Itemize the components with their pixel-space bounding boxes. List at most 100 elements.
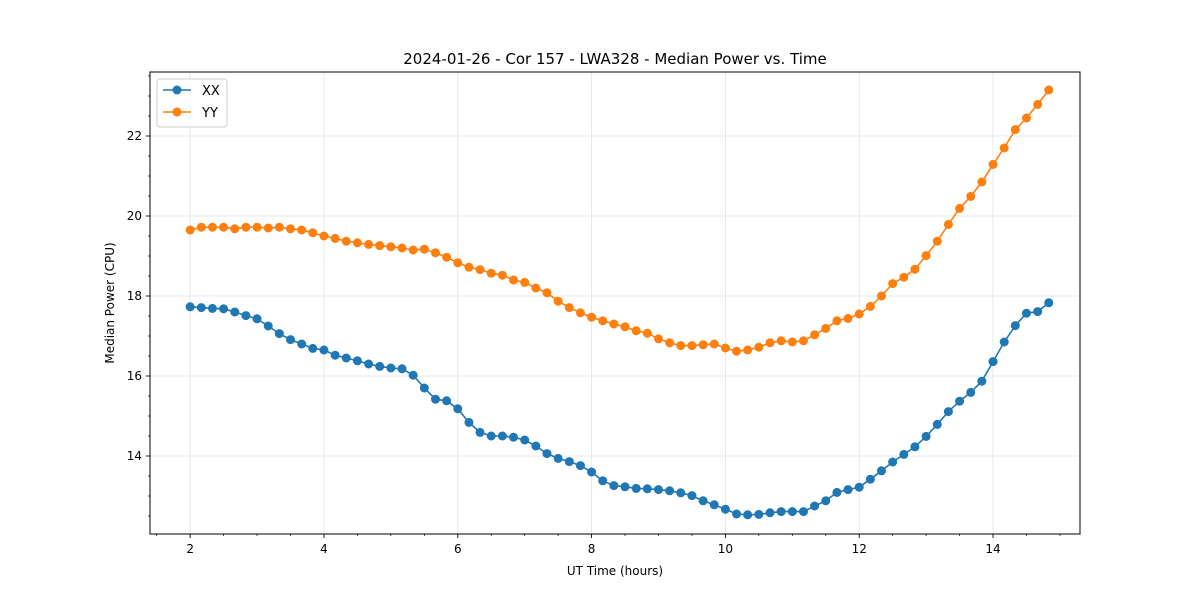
data-point-yy — [542, 288, 552, 298]
x-tick-label: 4 — [320, 542, 328, 556]
data-point-yy — [520, 277, 530, 287]
data-point-yy — [442, 252, 452, 262]
data-point-yy — [676, 341, 686, 351]
data-point-xx — [520, 435, 530, 445]
data-point-yy — [341, 236, 351, 246]
data-point-xx — [977, 376, 987, 386]
data-point-xx — [185, 302, 195, 312]
data-point-xx — [854, 482, 864, 492]
data-point-yy — [386, 242, 396, 252]
data-point-xx — [364, 359, 374, 369]
data-point-xx — [843, 485, 853, 495]
data-point-xx — [642, 484, 652, 494]
legend-marker-xx — [172, 85, 182, 95]
data-point-yy — [531, 283, 541, 293]
data-point-xx — [352, 356, 362, 366]
data-point-yy — [464, 262, 474, 272]
data-point-xx — [464, 417, 474, 427]
data-point-xx — [910, 442, 920, 452]
data-point-yy — [787, 337, 797, 347]
data-point-xx — [810, 501, 820, 511]
data-point-xx — [665, 486, 675, 496]
data-point-yy — [910, 264, 920, 274]
data-point-yy — [921, 251, 931, 261]
data-point-yy — [308, 228, 318, 238]
data-point-yy — [553, 296, 563, 306]
data-point-yy — [776, 336, 786, 346]
grid — [150, 72, 1080, 534]
y-tick-label: 18 — [127, 289, 142, 303]
data-point-xx — [676, 488, 686, 498]
y-tick-label: 22 — [127, 129, 142, 143]
data-point-yy — [810, 330, 820, 340]
data-point-yy — [631, 326, 641, 336]
data-point-yy — [854, 309, 864, 319]
data-point-yy — [798, 336, 808, 346]
data-point-yy — [698, 340, 708, 350]
data-point-yy — [330, 233, 340, 243]
data-point-yy — [977, 177, 987, 187]
data-point-xx — [453, 404, 463, 414]
data-point-xx — [999, 337, 1009, 347]
data-point-xx — [932, 419, 942, 429]
data-point-xx — [821, 496, 831, 506]
axis-ticks: 2 4 6 8 10 12 14 14 16 18 20 22 — [127, 75, 1061, 556]
data-point-yy — [352, 238, 362, 248]
data-point-yy — [274, 222, 284, 232]
data-point-xx — [598, 476, 608, 486]
data-point-yy — [899, 272, 909, 282]
data-point-yy — [743, 345, 753, 355]
data-point-xx — [832, 487, 842, 497]
data-point-yy — [732, 346, 742, 356]
x-tick-label: 2 — [186, 542, 194, 556]
data-point-xx — [620, 482, 630, 492]
data-point-xx — [330, 350, 340, 360]
data-point-xx — [230, 307, 240, 317]
x-tick-label: 6 — [454, 542, 462, 556]
data-point-yy — [720, 343, 730, 353]
data-point-xx — [955, 396, 965, 406]
data-point-yy — [999, 143, 1009, 153]
data-point-xx — [553, 453, 563, 463]
data-point-xx — [787, 507, 797, 517]
data-point-yy — [665, 338, 675, 348]
legend-marker-yy — [172, 107, 182, 117]
data-point-yy — [1021, 113, 1031, 123]
data-point-yy — [263, 223, 273, 233]
data-point-xx — [241, 311, 251, 321]
data-point-yy — [653, 334, 663, 344]
data-point-xx — [921, 431, 931, 441]
data-point-xx — [888, 457, 898, 467]
data-point-xx — [475, 427, 485, 437]
data-point-yy — [397, 243, 407, 253]
data-point-yy — [252, 222, 262, 232]
data-point-xx — [631, 483, 641, 493]
data-point-yy — [765, 338, 775, 348]
data-point-yy — [832, 316, 842, 326]
data-point-xx — [575, 461, 585, 471]
data-point-yy — [453, 258, 463, 268]
data-point-xx — [966, 387, 976, 397]
data-point-xx — [263, 321, 273, 331]
data-point-xx — [587, 467, 597, 477]
data-point-xx — [297, 339, 307, 349]
data-point-yy — [865, 301, 875, 311]
data-point-yy — [843, 313, 853, 323]
data-point-yy — [497, 270, 507, 280]
data-point-xx — [386, 363, 396, 373]
legend-label-yy: YY — [201, 106, 218, 121]
data-point-xx — [687, 491, 697, 501]
data-point-xx — [430, 394, 440, 404]
data-point-xx — [207, 303, 217, 313]
data-point-xx — [196, 303, 206, 313]
data-point-xx — [1021, 308, 1031, 318]
data-point-xx — [509, 432, 519, 442]
data-point-yy — [609, 319, 619, 329]
data-point-yy — [821, 323, 831, 333]
data-point-yy — [642, 328, 652, 338]
data-point-xx — [419, 383, 429, 393]
y-tick-label: 14 — [127, 449, 142, 463]
data-point-yy — [375, 241, 385, 251]
plot-frame — [149, 71, 1081, 535]
